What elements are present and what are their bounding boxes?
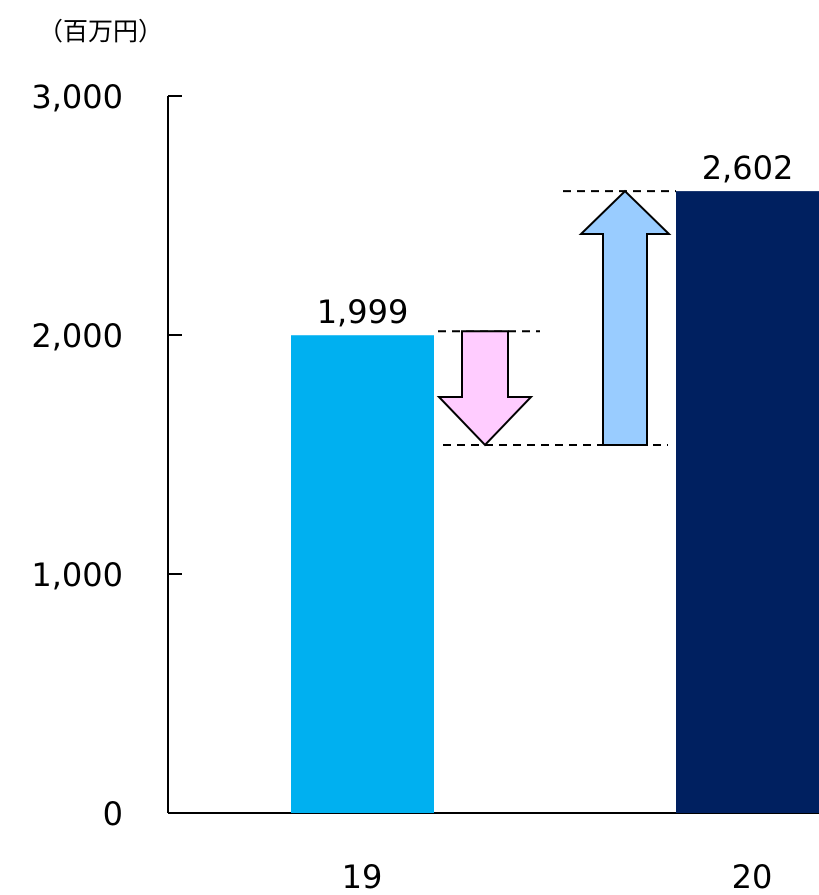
increase-arrow [578, 189, 672, 446]
data-label-20: 2,602 [702, 149, 794, 187]
x-tick-label-20: 20 [732, 858, 773, 895]
y-tick-label: 3,000 [31, 78, 123, 116]
bridge-arrows [436, 189, 676, 447]
y-tick-label: 2,000 [31, 317, 123, 355]
y-tick-label: 0 [103, 795, 123, 833]
decrease-arrow [436, 330, 534, 447]
unit-label: （百万円） [38, 17, 163, 46]
bar-20 [676, 191, 819, 813]
labels: 0 1,000 2,000 3,000 1,999 19 2,602 20 [31, 78, 793, 895]
data-label-19: 1,999 [317, 293, 409, 331]
bar-19 [291, 335, 434, 813]
y-tick-label: 1,000 [31, 556, 123, 594]
x-tick-label-19: 19 [342, 858, 383, 895]
bars [291, 191, 819, 813]
